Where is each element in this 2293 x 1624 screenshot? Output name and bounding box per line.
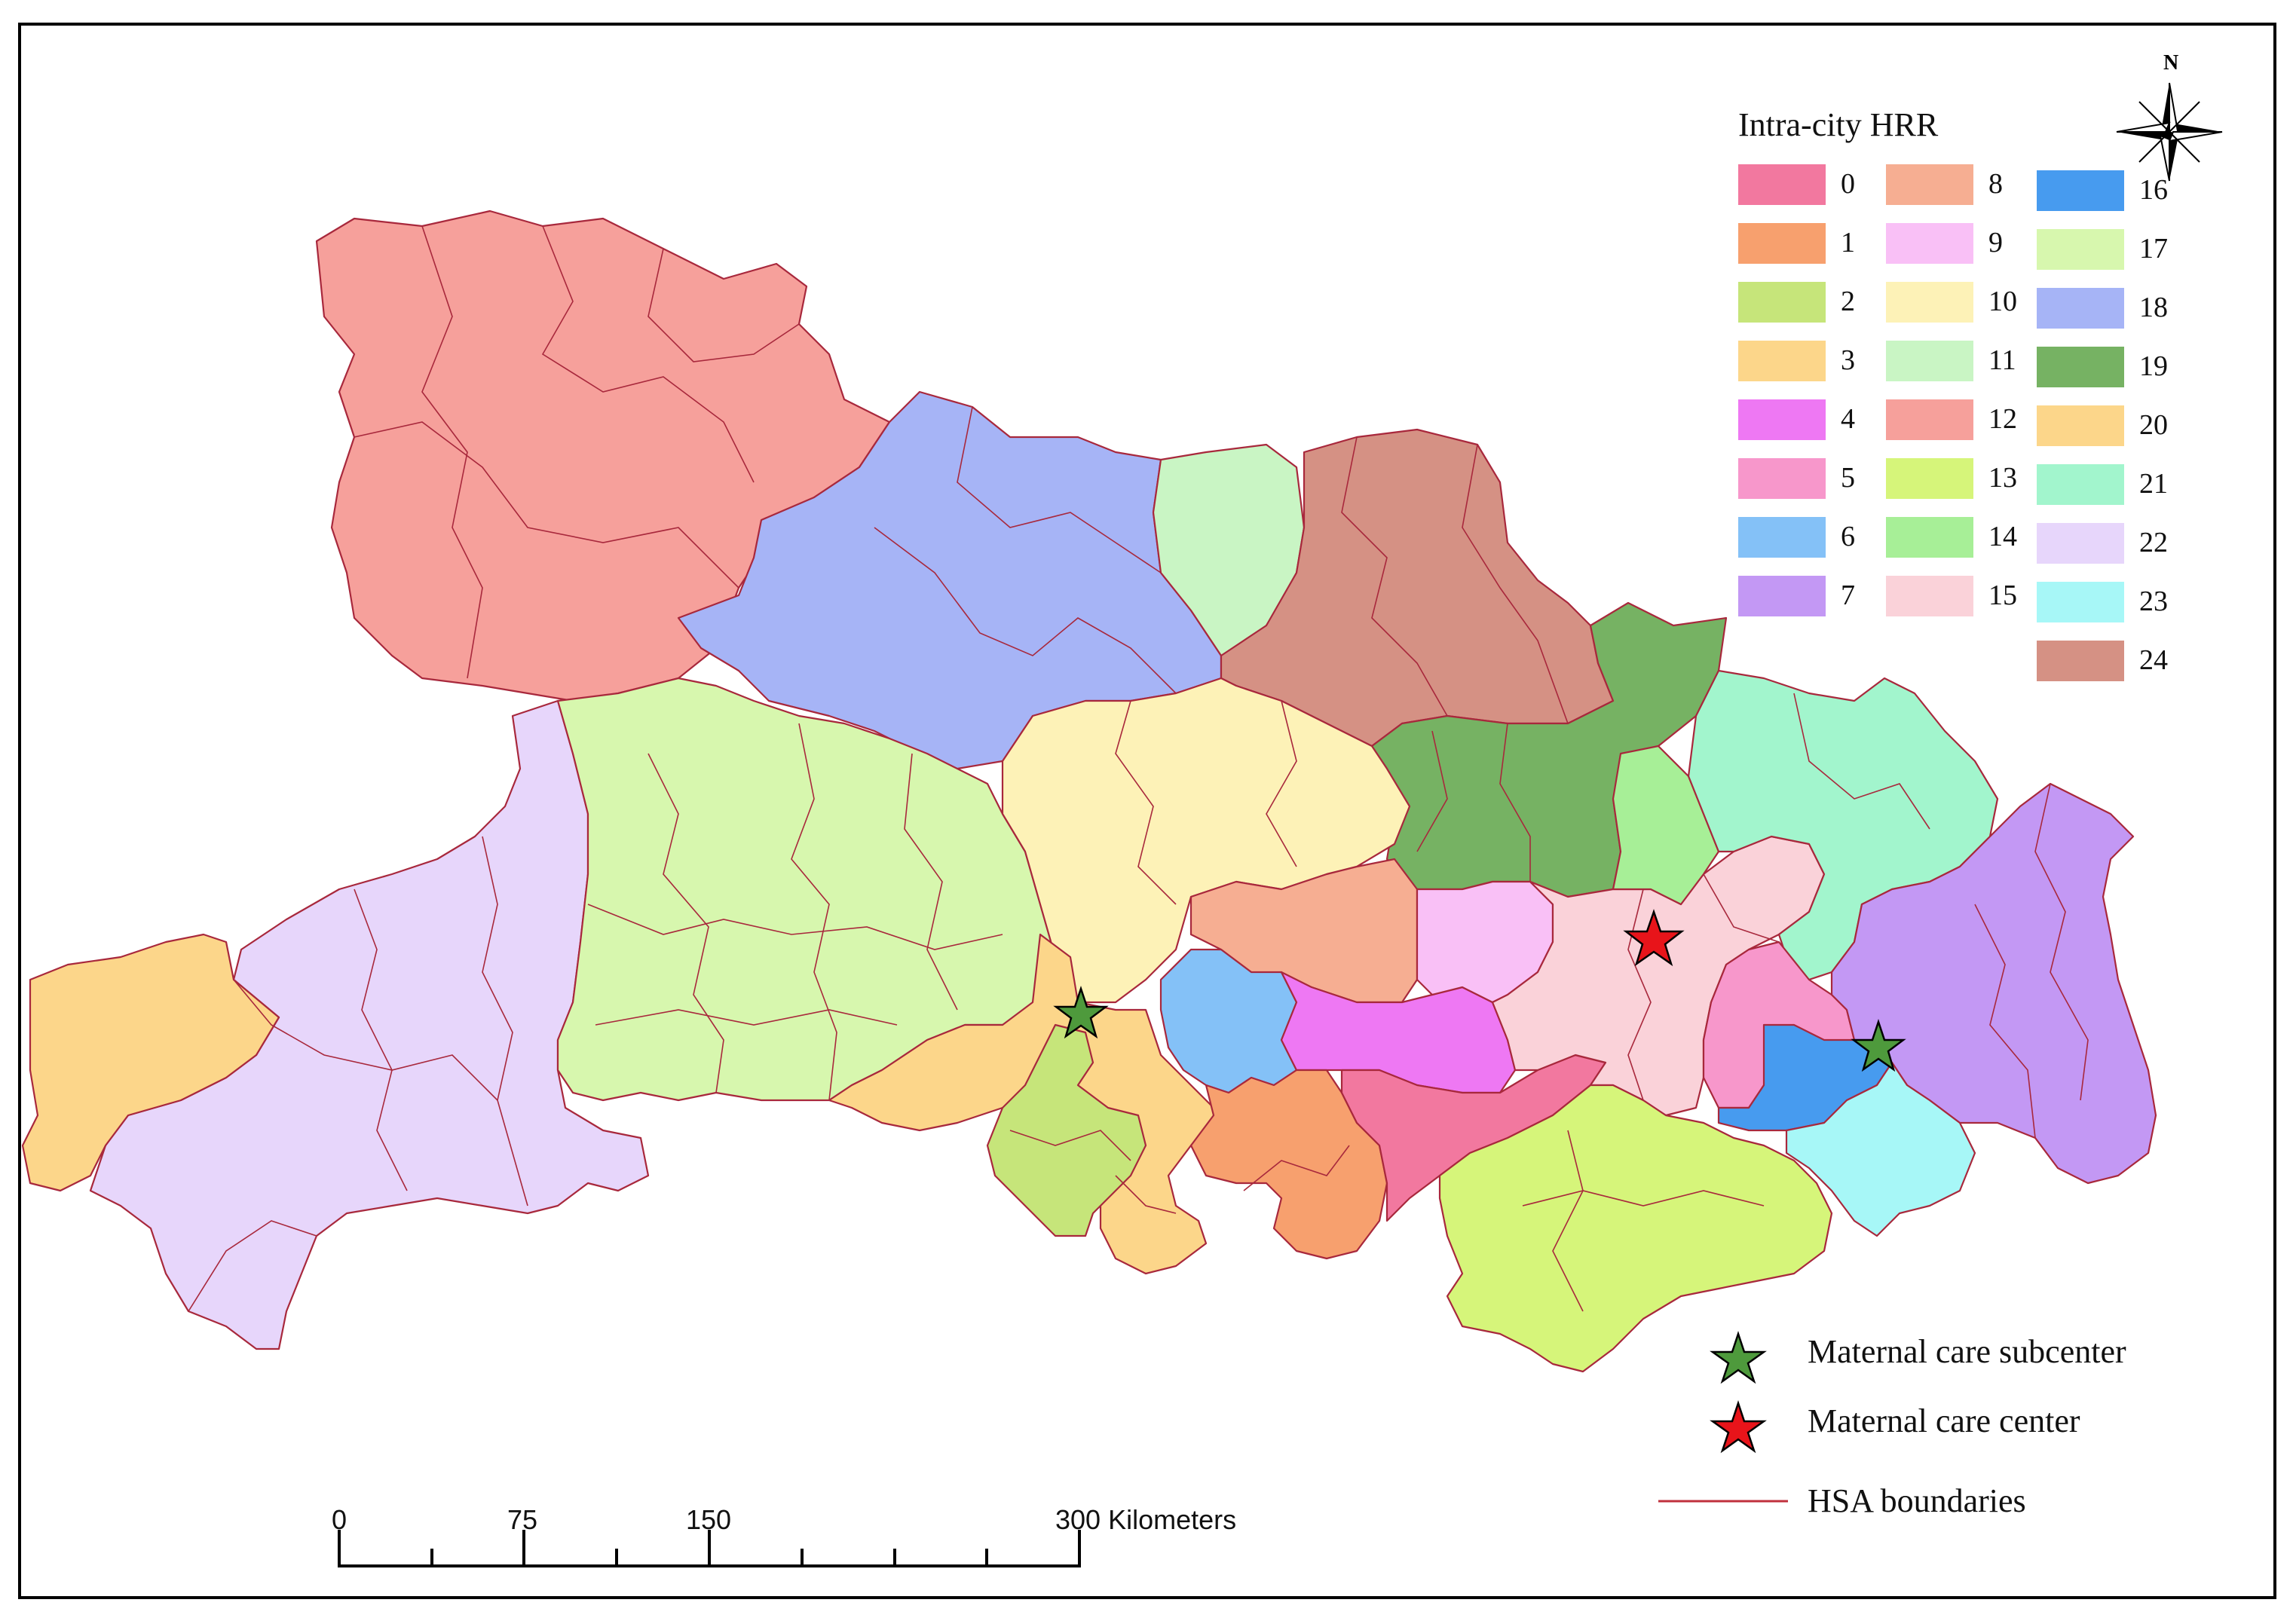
- scale-tick-150: 150: [686, 1504, 732, 1535]
- scale-tick-75: 75: [507, 1504, 538, 1535]
- legend-label: 1: [1841, 227, 1855, 258]
- legend-swatch: [2037, 347, 2124, 387]
- legend-swatch: [2037, 464, 2124, 505]
- legend-center-label: Maternal care center: [1808, 1402, 2080, 1439]
- legend-swatch: [1738, 341, 1826, 381]
- legend-swatch: [1886, 282, 1973, 323]
- legend-label: 12: [1988, 403, 2017, 435]
- legend-label: 9: [1988, 227, 2003, 258]
- legend-boundary-label: HSA boundaries: [1808, 1482, 2026, 1519]
- legend-label: 7: [1841, 580, 1855, 611]
- legend-swatch: [2037, 641, 2124, 681]
- legend-label: 0: [1841, 168, 1855, 200]
- subcenter-star-west: [1053, 986, 1109, 1039]
- scale-tick-300: 300 Kilometers: [1055, 1504, 1237, 1535]
- legend-label: 21: [2139, 468, 2168, 500]
- legend-label: 5: [1841, 462, 1855, 494]
- legend-title: Intra-city HRR: [1738, 106, 1939, 143]
- subcenter-star-east: [1851, 1019, 1906, 1072]
- legend-swatch: [2037, 405, 2124, 446]
- legend-center-star: [1710, 1400, 1767, 1454]
- legend-swatch: [1886, 576, 1973, 616]
- legend-swatch: [1886, 164, 1973, 205]
- legend-swatch: [1738, 399, 1826, 440]
- legend-label: 3: [1841, 344, 1855, 376]
- legend-swatch: [1886, 223, 1973, 264]
- region-hrr-23: [1785, 1061, 1976, 1237]
- legend-label: 11: [1988, 344, 2016, 376]
- legend-swatch: [1738, 164, 1826, 205]
- region-hrr-13: [1438, 1084, 1833, 1373]
- legend-swatch: [2037, 288, 2124, 329]
- legend-subcenter-label: Maternal care subcenter: [1808, 1333, 2126, 1370]
- regions-layer: [21, 209, 2157, 1373]
- center-star: [1623, 909, 1685, 967]
- region-hrr-20: [21, 933, 280, 1192]
- legend-swatch: [2037, 582, 2124, 622]
- legend-label: 14: [1988, 521, 2017, 552]
- scale-tick-0: 0: [332, 1504, 347, 1535]
- legend-label: 20: [2139, 409, 2168, 441]
- north-label: N: [2163, 51, 2179, 75]
- legend-label: 10: [1988, 286, 2017, 317]
- legend-label: 4: [1841, 403, 1855, 435]
- legend-swatch: [2037, 229, 2124, 270]
- legend-swatch: [1738, 576, 1826, 616]
- legend-label: 23: [2139, 586, 2168, 617]
- legend-swatch: [2037, 170, 2124, 211]
- region-hrr-2: [986, 1023, 1147, 1237]
- legend-label: 16: [2139, 174, 2168, 206]
- legend-swatch: [1738, 517, 1826, 558]
- legend-swatch: [1886, 517, 1973, 558]
- markers-layer: [1053, 909, 1906, 1503]
- legend-label: 24: [2139, 644, 2168, 676]
- legend-label: 15: [1988, 580, 2017, 611]
- legend-swatch: [1886, 458, 1973, 499]
- region-hrr-1: [1189, 1069, 1388, 1260]
- legend-label: 19: [2139, 350, 2168, 382]
- hsa-boundaries-layer: [188, 225, 2089, 1312]
- legend-swatch: [1886, 341, 1973, 381]
- legend-swatch: [1738, 458, 1826, 499]
- legend-label: 22: [2139, 527, 2168, 558]
- legend-label: 18: [2139, 292, 2168, 323]
- legend-subcenter-star: [1710, 1331, 1767, 1384]
- legend-label: 17: [2139, 233, 2168, 265]
- legend-swatch: [1738, 223, 1826, 264]
- north-arrow-icon: [2116, 82, 2223, 182]
- legend-swatch: [2037, 523, 2124, 564]
- legend-label: 8: [1988, 168, 2003, 200]
- map-frame: [18, 23, 2276, 1599]
- legend-label: 13: [1988, 462, 2017, 494]
- legend-swatch: [1738, 282, 1826, 323]
- legend-label: 6: [1841, 521, 1855, 552]
- region-hrr-7: [1830, 782, 2157, 1185]
- legend-label: 2: [1841, 286, 1855, 317]
- scale-bar: [338, 1530, 1081, 1567]
- legend-swatch: [1886, 399, 1973, 440]
